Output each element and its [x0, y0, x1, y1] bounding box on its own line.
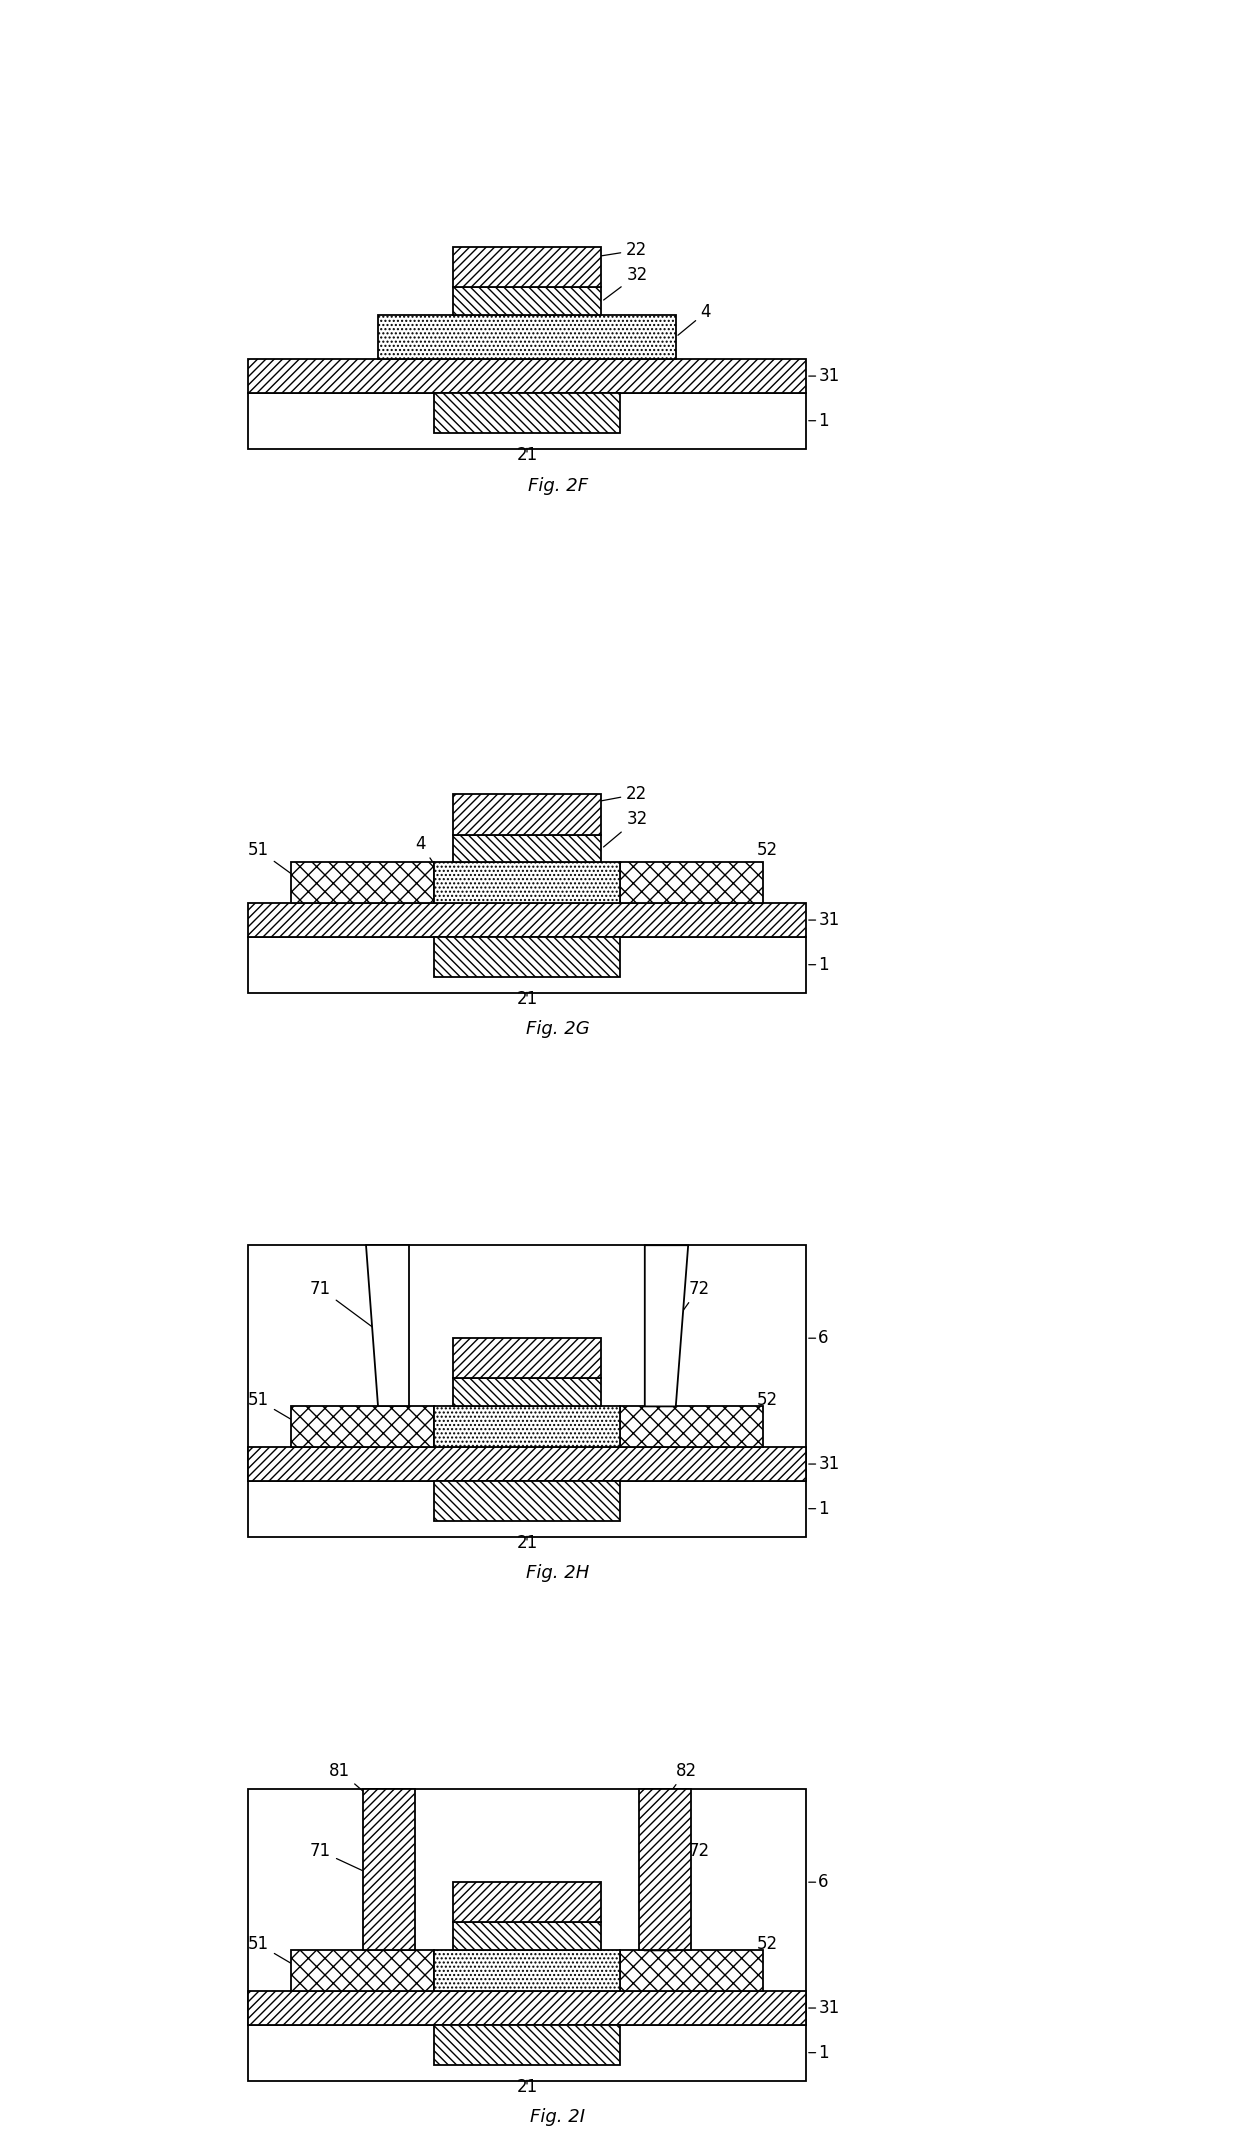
Bar — [291, 1407, 434, 1446]
Bar — [453, 1379, 601, 1407]
Text: 82: 82 — [665, 1761, 697, 1799]
Text: 71: 71 — [310, 1842, 384, 1881]
Bar — [248, 902, 806, 936]
Text: 1: 1 — [818, 2043, 830, 2061]
Text: 21: 21 — [516, 990, 538, 1007]
Text: 51: 51 — [248, 1390, 301, 1424]
Bar — [434, 1951, 620, 1990]
Bar — [434, 1407, 620, 1446]
Bar — [248, 392, 806, 448]
Bar — [248, 1245, 806, 1480]
Text: 52: 52 — [745, 842, 777, 880]
Bar — [453, 287, 601, 315]
Bar — [248, 936, 806, 992]
Bar — [248, 1446, 806, 1480]
Text: 52: 52 — [745, 1390, 777, 1424]
Text: 4: 4 — [415, 835, 445, 880]
Bar — [378, 315, 676, 358]
Text: 71: 71 — [310, 1279, 386, 1337]
Text: Fig. 2F: Fig. 2F — [528, 476, 588, 495]
Text: Fig. 2G: Fig. 2G — [526, 1020, 590, 1039]
Bar — [453, 1339, 601, 1379]
Text: 72: 72 — [665, 1279, 709, 1337]
Text: 1: 1 — [818, 411, 830, 431]
Bar — [620, 1951, 763, 1990]
Text: 21: 21 — [516, 446, 538, 465]
Text: 6: 6 — [818, 1874, 828, 1891]
Bar — [453, 835, 601, 863]
Bar — [453, 1924, 601, 1951]
Text: 1: 1 — [818, 1499, 830, 1519]
Bar — [248, 358, 806, 392]
Text: 4: 4 — [678, 304, 711, 336]
Text: 81: 81 — [329, 1761, 373, 1799]
Text: 1: 1 — [818, 955, 830, 975]
Bar — [620, 1407, 763, 1446]
Bar — [453, 1883, 601, 1924]
Bar — [453, 246, 601, 287]
Polygon shape — [366, 1245, 409, 1407]
Text: 21: 21 — [516, 2078, 538, 2095]
Bar — [434, 1480, 620, 1521]
Polygon shape — [645, 1789, 688, 1951]
Bar — [291, 863, 434, 902]
Bar — [434, 392, 620, 433]
Text: 32: 32 — [604, 266, 647, 300]
Bar — [620, 863, 763, 902]
Bar — [248, 1990, 806, 2024]
Bar — [248, 1789, 806, 2024]
Bar — [434, 2024, 620, 2065]
Bar — [639, 1789, 691, 1951]
Text: 51: 51 — [248, 1934, 301, 1968]
Text: 6: 6 — [818, 1330, 828, 1347]
Bar — [434, 936, 620, 977]
Text: 72: 72 — [666, 1842, 709, 1881]
Text: 31: 31 — [818, 1998, 839, 2018]
Bar — [248, 1480, 806, 1536]
Polygon shape — [366, 1789, 409, 1951]
Bar — [291, 1951, 434, 1990]
Text: 21: 21 — [516, 1534, 538, 1551]
Text: Fig. 2H: Fig. 2H — [526, 1564, 590, 1583]
Text: 22: 22 — [529, 242, 647, 268]
Bar — [248, 2024, 806, 2080]
Text: 31: 31 — [818, 366, 839, 386]
Text: 31: 31 — [818, 910, 839, 930]
Text: 32: 32 — [604, 810, 647, 846]
Polygon shape — [645, 1245, 688, 1407]
Text: 51: 51 — [248, 842, 301, 880]
Bar — [434, 863, 620, 902]
Text: 22: 22 — [529, 786, 647, 814]
Bar — [453, 795, 601, 835]
Text: Fig. 2I: Fig. 2I — [531, 2108, 585, 2127]
Bar — [363, 1789, 415, 1951]
Text: 52: 52 — [745, 1934, 777, 1968]
Text: 31: 31 — [818, 1454, 839, 1474]
